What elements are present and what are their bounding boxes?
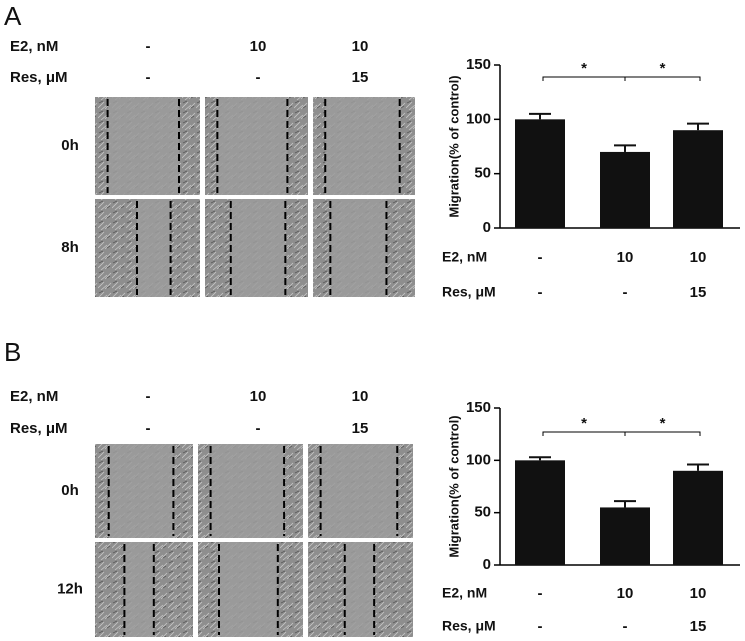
bar (600, 507, 650, 565)
x-tick-label: - (538, 284, 543, 301)
y-tick-label: 0 (483, 219, 491, 236)
condition-name: Res, μM (10, 69, 68, 86)
x-row-name: Res, μM (442, 618, 496, 634)
significance-label: * (660, 415, 666, 432)
wound-gap (137, 199, 171, 297)
condition-label: - (256, 420, 261, 437)
y-tick-label: 50 (474, 165, 491, 182)
x-tick-label: - (538, 618, 543, 635)
y-axis-label: Migration(% of control) (446, 75, 461, 217)
condition-label: 15 (352, 420, 369, 437)
bar (600, 151, 650, 228)
wound-gap (320, 444, 398, 538)
condition-label: - (256, 69, 261, 86)
x-row-name: E2, nM (442, 249, 487, 265)
x-row-name: E2, nM (442, 585, 487, 601)
x-tick-label: 10 (617, 585, 634, 602)
condition-label: 15 (352, 69, 369, 86)
wound-gap (325, 97, 400, 195)
condition-label: - (146, 420, 151, 437)
panel-letter: B (4, 337, 21, 367)
y-tick-label: 100 (466, 451, 491, 468)
x-tick-label: 15 (690, 618, 707, 635)
condition-label: - (146, 38, 151, 55)
condition-label: - (146, 388, 151, 405)
significance-bracket (624, 431, 701, 436)
time-label: 12h (57, 580, 83, 597)
panel-letter: A (4, 1, 22, 31)
time-label: 0h (61, 482, 79, 499)
wound-gap (217, 97, 288, 195)
y-tick-label: 150 (466, 56, 491, 73)
condition-label: 10 (352, 388, 369, 405)
condition-name: E2, nM (10, 38, 58, 55)
condition-name: E2, nM (10, 388, 58, 405)
significance-bracket (624, 76, 701, 81)
wound-gap (330, 199, 387, 297)
y-tick-label: 100 (466, 110, 491, 127)
bar (673, 130, 723, 228)
x-tick-label: 10 (690, 585, 707, 602)
significance-bracket (542, 76, 626, 81)
time-label: 8h (61, 239, 79, 256)
condition-label: - (146, 69, 151, 86)
bar (673, 470, 723, 565)
condition-name: Res, μM (10, 420, 68, 437)
condition-label: 10 (352, 38, 369, 55)
condition-label: 10 (250, 388, 267, 405)
wound-gap (344, 542, 375, 637)
x-row-name: Res, μM (442, 284, 496, 300)
y-tick-label: 0 (483, 556, 491, 573)
x-tick-label: 10 (690, 249, 707, 266)
significance-bracket (542, 431, 626, 436)
wound-gap (230, 199, 286, 297)
x-tick-label: - (538, 585, 543, 602)
x-tick-label: - (538, 249, 543, 266)
y-axis-label: Migration(% of control) (446, 415, 461, 557)
wound-gap (219, 542, 278, 637)
wound-gap (108, 444, 174, 538)
bar (515, 460, 565, 565)
x-tick-label: - (623, 618, 628, 635)
bar (515, 119, 565, 228)
significance-label: * (581, 415, 587, 432)
condition-label: 10 (250, 38, 267, 55)
wound-gap (124, 542, 154, 637)
significance-label: * (660, 60, 666, 77)
y-tick-label: 50 (474, 504, 491, 521)
significance-label: * (581, 60, 587, 77)
x-tick-label: 15 (690, 284, 707, 301)
y-tick-label: 150 (466, 399, 491, 416)
x-tick-label: - (623, 284, 628, 301)
wound-gap (107, 97, 179, 195)
x-tick-label: 10 (617, 249, 634, 266)
time-label: 0h (61, 137, 79, 154)
wound-gap (210, 444, 285, 538)
